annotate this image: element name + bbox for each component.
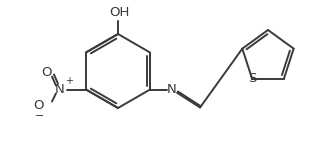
Text: +: + — [65, 75, 73, 86]
Text: N: N — [55, 83, 65, 96]
Text: O: O — [42, 66, 52, 79]
Text: OH: OH — [109, 6, 129, 19]
Text: O: O — [34, 99, 44, 112]
Text: N: N — [167, 83, 177, 96]
Text: −: − — [35, 110, 44, 121]
Text: S: S — [248, 72, 256, 85]
